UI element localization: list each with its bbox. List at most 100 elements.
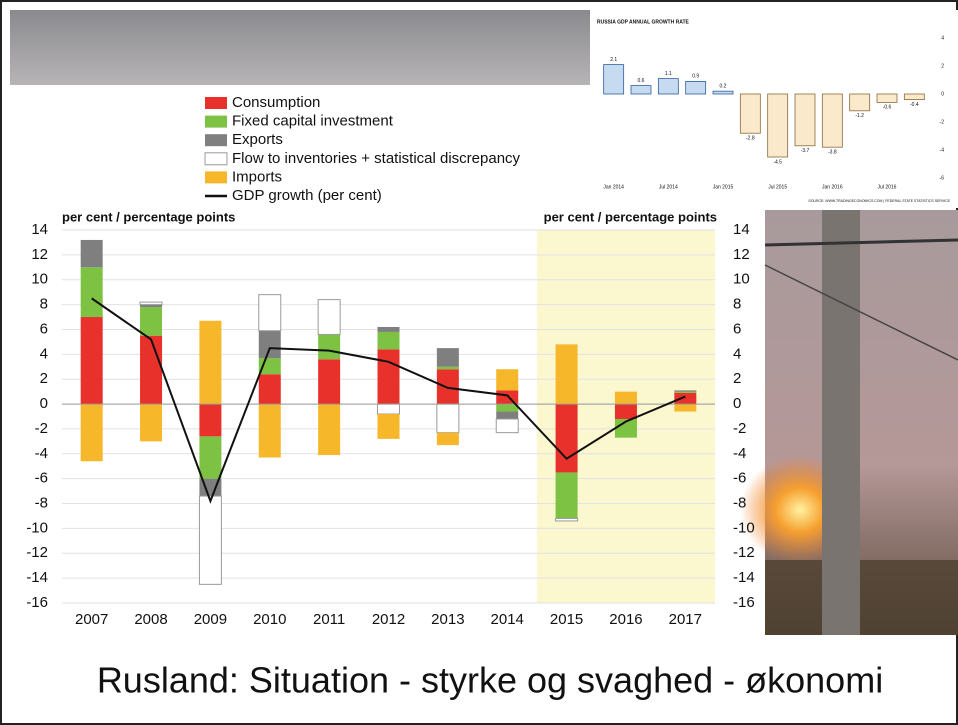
- bar-segment: [495, 418, 519, 434]
- bar-segment: [377, 403, 400, 415]
- x-tick-label: 2009: [194, 611, 227, 628]
- bar: [767, 93, 789, 158]
- bar-segment: [377, 349, 400, 405]
- y2-tick-label: -10: [733, 519, 755, 536]
- bar: [603, 64, 625, 95]
- y-axis-label: per cent / percentage points: [62, 209, 235, 224]
- y-tick-label: 4: [941, 35, 944, 41]
- y-tick-label: 8: [40, 296, 48, 313]
- bar-segment: [317, 299, 341, 335]
- x-tick-label: 2013: [431, 611, 464, 628]
- x-tick-label: Jan 2014: [603, 184, 624, 190]
- bar-segment: [614, 418, 637, 438]
- bar-segment: [496, 390, 519, 405]
- x-tick-label: Jul 2015: [768, 184, 787, 190]
- y-tick-label: -8: [35, 495, 48, 512]
- y-tick-label: -2: [940, 119, 945, 125]
- value-label: -3.8: [828, 150, 837, 156]
- bar: [903, 93, 925, 100]
- value-label: -0.6: [883, 105, 892, 111]
- x-tick-label: 2010: [253, 611, 286, 628]
- y-tick-label: -10: [26, 519, 48, 536]
- y2-tick-label: 10: [733, 271, 750, 288]
- bar: [849, 93, 871, 112]
- bar: [685, 81, 707, 95]
- y2-tick-label: 0: [733, 395, 741, 412]
- legend-label: Fixed capital investment: [232, 113, 394, 130]
- value-label: -4.5: [773, 159, 782, 165]
- bar: [876, 93, 898, 103]
- x-tick-label: 2011: [313, 611, 345, 628]
- y-tick-label: 14: [31, 221, 48, 238]
- legend-swatch: [204, 152, 228, 166]
- slide-title: Rusland: Situation - styrke og svaghed -…: [97, 660, 883, 701]
- legend-label: Flow to inventories + statistical discre…: [232, 150, 521, 167]
- y-tick-label: 6: [40, 320, 48, 337]
- y-tick-label: -4: [940, 147, 945, 153]
- y2-tick-label: -8: [733, 495, 746, 512]
- bar-segment: [555, 472, 578, 519]
- bar-segment: [258, 404, 281, 458]
- y-tick-label: -6: [940, 175, 945, 181]
- y2-tick-label: -4: [733, 445, 746, 462]
- bar: [739, 93, 761, 134]
- value-label: -1.2: [855, 113, 864, 119]
- bar-segment: [614, 391, 637, 405]
- bar-segment: [139, 301, 163, 306]
- x-tick-label: Jan 2015: [713, 184, 734, 190]
- bar-segment: [674, 391, 697, 393]
- value-label: 0.6: [638, 78, 645, 84]
- bar-segment: [377, 414, 400, 439]
- y-tick-label: -6: [35, 470, 48, 487]
- value-label: 0.2: [720, 84, 727, 90]
- y-tick-label: 12: [31, 246, 48, 263]
- bar-segment: [674, 390, 697, 392]
- bar-segment: [80, 239, 103, 268]
- bar-segment: [674, 392, 697, 405]
- bar-segment: [496, 404, 519, 412]
- bar: [821, 93, 843, 148]
- bar-segment: [199, 436, 222, 479]
- y2-axis-label: per cent / percentage points: [544, 209, 717, 224]
- x-tick-label: 2007: [75, 611, 108, 628]
- legend-swatch: [205, 171, 227, 184]
- bar-segment: [496, 369, 519, 391]
- x-tick-label: 2014: [491, 611, 524, 628]
- bar-segment: [80, 267, 103, 318]
- bar-segment: [199, 478, 222, 497]
- y-tick-label: 10: [31, 271, 48, 288]
- bar: [712, 90, 734, 95]
- x-tick-label: 2012: [372, 611, 405, 628]
- bar-segment: [258, 294, 282, 332]
- y2-tick-label: -16: [733, 594, 755, 611]
- bar-segment: [140, 335, 163, 405]
- bar-segment: [140, 404, 163, 442]
- x-tick-label: Jan 2016: [822, 184, 843, 190]
- y-tick-label: 0: [40, 395, 48, 412]
- bar-segment: [377, 326, 400, 332]
- y-tick-label: -12: [26, 544, 48, 561]
- bar-segment: [436, 432, 459, 446]
- value-label: -2.8: [746, 136, 755, 142]
- bar-segment: [377, 331, 400, 350]
- value-label: -3.7: [801, 148, 810, 154]
- y-tick-label: -4: [35, 445, 48, 462]
- bar-segment: [199, 320, 222, 405]
- y-tick-label: -14: [26, 569, 48, 586]
- bar-segment: [198, 495, 222, 585]
- bar-segment: [80, 317, 103, 405]
- y2-tick-label: 4: [733, 345, 741, 362]
- y2-tick-label: 2: [733, 370, 741, 387]
- x-tick-label: 2016: [609, 611, 642, 628]
- y-tick-label: -16: [26, 594, 48, 611]
- bar-segment: [436, 369, 459, 405]
- inset-title: RUSSIA GDP ANNUAL GROWTH RATE: [597, 19, 690, 25]
- x-tick-label: Jul 2014: [659, 184, 678, 190]
- top-photo: [10, 10, 590, 85]
- gdp-line: [91, 297, 686, 504]
- bar-segment: [199, 404, 222, 437]
- bar-segment: [140, 307, 163, 336]
- bar-segment: [80, 404, 103, 462]
- y2-tick-label: 8: [733, 296, 741, 313]
